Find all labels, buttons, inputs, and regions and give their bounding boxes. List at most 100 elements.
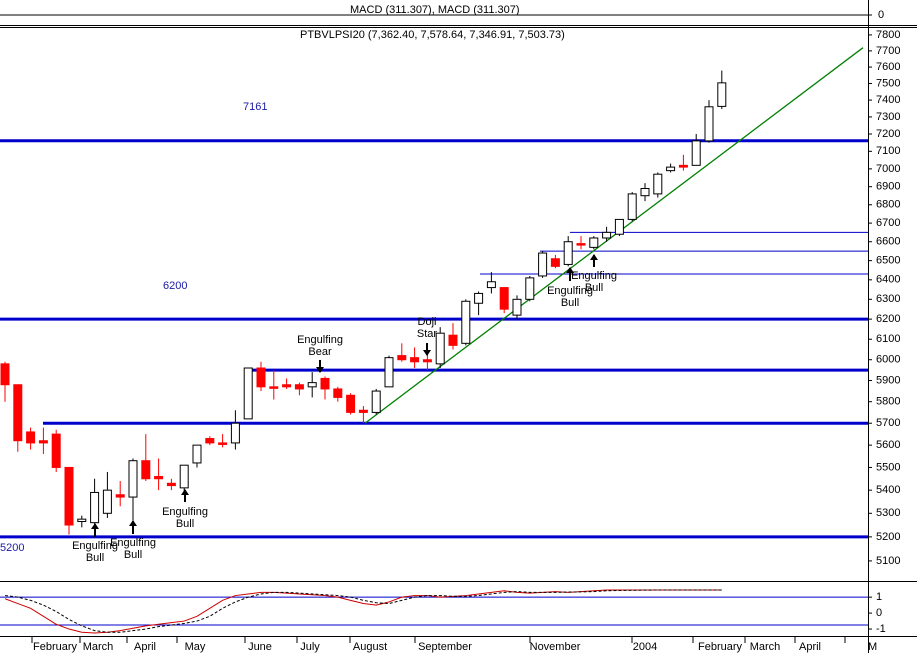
annotation: Engulfing — [547, 285, 593, 297]
candle-body — [691, 140, 701, 166]
candle-body — [346, 394, 356, 413]
candle-body — [179, 464, 189, 489]
y-tick-label: 7700 — [876, 45, 900, 57]
candle-body — [307, 382, 317, 388]
candle-body — [563, 241, 573, 265]
arrow-head — [590, 254, 598, 260]
annotation: Doji — [418, 316, 437, 328]
candle-body — [294, 384, 304, 390]
candle-body — [218, 442, 228, 445]
annotation: Bull — [176, 518, 194, 530]
y-tick-label: 1 — [876, 591, 882, 603]
y-tick-label: 5200 — [876, 531, 900, 543]
candle-body — [205, 438, 215, 444]
candle-body — [461, 300, 471, 344]
candle-body — [448, 334, 458, 346]
candle-body — [666, 166, 676, 172]
candle-body — [192, 444, 202, 464]
candle-body — [90, 491, 100, 524]
y-tick-label: 6600 — [876, 236, 900, 248]
x-tick-label: July — [300, 641, 320, 653]
x-tick-label: M — [868, 641, 877, 653]
candle-body — [256, 367, 266, 388]
candle-body — [550, 258, 560, 267]
y-tick-label: 5400 — [876, 484, 900, 496]
y-tick-label: 7500 — [876, 77, 900, 89]
y-tick-label: 6100 — [876, 333, 900, 345]
candle-body — [704, 106, 714, 142]
candle-body — [154, 475, 164, 480]
y-tick-label: 5300 — [876, 507, 900, 519]
candle-body — [678, 164, 688, 168]
y-tick-label: 6400 — [876, 274, 900, 286]
y-tick-label: 6200 — [876, 313, 900, 325]
annotation: Engulfing — [162, 506, 208, 518]
candle-body — [230, 422, 240, 444]
x-tick-label: February — [698, 641, 743, 653]
candle-body — [602, 231, 612, 239]
oscillator-line — [4, 589, 722, 633]
y-tick-label: 7100 — [876, 145, 900, 157]
level-label: 5200 — [0, 542, 24, 554]
y-tick-label: -1 — [876, 623, 886, 635]
candle-body — [422, 359, 432, 363]
candle-body — [333, 388, 343, 398]
y-tick-label: 6500 — [876, 255, 900, 267]
y-tick-label: 6700 — [876, 217, 900, 229]
y-tick-label: 6800 — [876, 199, 900, 211]
y-tick-label: 5800 — [876, 396, 900, 408]
candle-body — [166, 482, 176, 487]
chart-title: PTBVLPSI20 (7,362.40, 7,578.64, 7,346.91… — [300, 29, 565, 41]
candle-body — [397, 355, 407, 361]
candle-body — [102, 489, 112, 514]
x-tick-label: August — [353, 641, 387, 653]
arrow-head — [91, 523, 99, 529]
candle-body — [358, 409, 368, 413]
y-tick-label: 7300 — [876, 111, 900, 123]
candle-body — [717, 82, 727, 107]
annotation: Bull — [585, 282, 603, 294]
annotation: Bull — [124, 549, 142, 561]
candle-body — [0, 363, 10, 386]
candle-body — [614, 218, 624, 235]
annotation: Bull — [86, 552, 104, 564]
y-tick-label: 7600 — [876, 61, 900, 73]
annotation: Bear — [308, 346, 332, 358]
candle-body — [243, 367, 253, 420]
candle-body — [538, 252, 548, 277]
arrow-head — [181, 489, 189, 495]
candle-body — [64, 466, 74, 526]
annotation: Bull — [561, 297, 579, 309]
macd-title: MACD (311.307), MACD (311.307) — [350, 4, 520, 16]
x-tick-label: March — [750, 641, 781, 653]
x-tick-label: April — [134, 641, 156, 653]
candle-body — [77, 518, 87, 523]
candle-body — [141, 460, 151, 480]
y-tick-label: 5500 — [876, 461, 900, 473]
annotation: Engulfing — [571, 270, 617, 282]
x-tick-label: September — [418, 641, 472, 653]
candle-body — [486, 281, 496, 289]
y-tick-label: 5100 — [876, 555, 900, 567]
level-label: 6200 — [163, 280, 187, 292]
annotation: Engulfing — [297, 334, 343, 346]
y-tick-label: 0 — [878, 9, 884, 21]
arrow-head — [423, 350, 431, 356]
x-tick-label: April — [799, 641, 821, 653]
x-tick-label: March — [83, 641, 114, 653]
candle-body — [115, 494, 125, 498]
candle-body — [589, 237, 599, 248]
y-tick-label: 7800 — [876, 29, 900, 41]
arrow-head — [566, 267, 574, 273]
candle-body — [653, 173, 663, 195]
candle-body — [51, 433, 61, 468]
trendline — [364, 47, 864, 424]
y-tick-label: 5600 — [876, 439, 900, 451]
annotation: Engulfing — [110, 537, 156, 549]
candle-body — [282, 384, 292, 388]
arrow-head — [316, 367, 324, 373]
x-tick-label: May — [185, 641, 206, 653]
candle-body — [627, 193, 637, 220]
